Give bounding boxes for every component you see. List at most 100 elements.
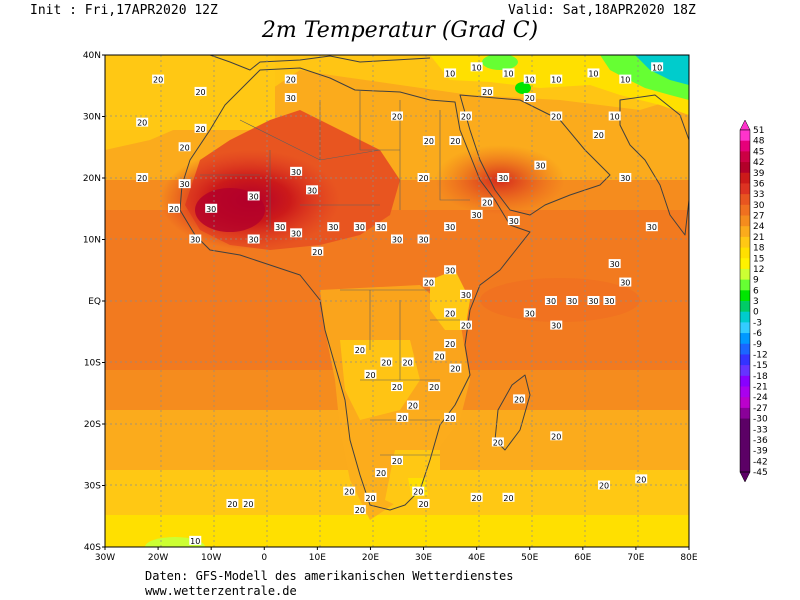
contour-label-box (247, 191, 260, 201)
legend-swatch (740, 204, 750, 216)
lon-tick-label: 20W (148, 553, 168, 563)
contour-label: 30 (620, 279, 630, 288)
contour-label: 20 (418, 174, 428, 183)
legend-value: -33 (753, 425, 768, 435)
contour-label: 20 (418, 500, 428, 509)
legend-value: -15 (753, 361, 768, 371)
legend-swatch (740, 183, 750, 195)
contour-label: 20 (195, 88, 205, 97)
contour-label: 20 (445, 309, 455, 318)
legend-swatch (740, 226, 750, 238)
legend-value: -9 (753, 340, 762, 350)
contour-label-box (274, 222, 287, 232)
contour-label-box (444, 68, 457, 78)
contour-label-box (449, 363, 462, 373)
contour-label: 10 (472, 63, 482, 72)
contour-label: 20 (636, 475, 646, 484)
contour-label-box (290, 166, 303, 176)
lat-tick-label: 10N (83, 236, 101, 246)
contour-label-box (242, 498, 255, 508)
contour-label-box (417, 234, 430, 244)
legend-value: -36 (753, 436, 768, 446)
contour-label-box (194, 86, 207, 96)
contour-label: 20 (392, 383, 402, 392)
legend-value: -21 (753, 383, 768, 393)
arabia-coastline (459, 94, 611, 216)
contour-label-box (523, 74, 536, 84)
contour-label-box (391, 111, 403, 121)
legend-value: -24 (753, 393, 768, 403)
legend-swatch (740, 140, 750, 152)
contour-label-box (444, 339, 457, 349)
contour-label-box (502, 68, 515, 78)
contour-label: 20 (429, 383, 439, 392)
lon-tick-label: 30E (415, 553, 432, 563)
contour-label: 30 (610, 260, 620, 269)
contour-label-box (635, 474, 648, 484)
contour-label-box (391, 382, 403, 392)
lon-tick-label: 10E (309, 553, 326, 563)
contour-label: 20 (472, 494, 482, 503)
legend-swatch (740, 365, 750, 377)
contour-label: 20 (424, 137, 434, 146)
legend-swatch (740, 258, 750, 270)
contour-label: 20 (355, 506, 365, 515)
legend-value: 51 (753, 126, 764, 136)
contour-label-box (364, 492, 377, 502)
legend-swatch (740, 429, 750, 472)
contour-label-box (502, 492, 515, 502)
legend-value: -3 (753, 318, 762, 328)
contour-label: 20 (594, 131, 604, 140)
contour-label-box (645, 222, 658, 232)
legend-swatch (740, 354, 750, 366)
contour-label: 20 (137, 174, 147, 183)
contour-label-box (651, 62, 664, 72)
legend-swatch (740, 290, 750, 302)
legend-value: 12 (753, 265, 764, 275)
contour-label-box (178, 179, 191, 189)
legend-value: 45 (753, 147, 764, 157)
contour-label: 20 (365, 494, 375, 503)
contour-label-box (412, 486, 425, 496)
contour-label: 10 (445, 69, 455, 78)
southern-ocean-18 (105, 515, 689, 547)
legend-value: 0 (753, 308, 759, 318)
website: www.wetterzentrale.de (145, 584, 297, 598)
contour-label-box (470, 62, 483, 72)
contour-label: 30 (392, 236, 402, 245)
contour-label-box (178, 142, 191, 152)
caucasus-9 (482, 55, 518, 70)
contour-label: 30 (647, 223, 657, 232)
contour-label: 30 (291, 168, 301, 177)
contour-label-box (523, 308, 536, 318)
contour-label: 20 (482, 199, 492, 208)
contour-label-box (194, 123, 207, 133)
contour-label: 30 (445, 223, 455, 232)
map-title: 2m Temperatur (Grad C) (261, 18, 539, 43)
contour-label: 20 (355, 346, 365, 355)
legend-value: 6 (753, 286, 759, 296)
lat-tick-label: 20S (84, 420, 101, 430)
contour-label: 20 (461, 322, 471, 331)
legend-value: 9 (753, 276, 759, 286)
contour-label-box (470, 209, 483, 219)
contour-label-box (136, 173, 149, 182)
indian-ocean-30 (480, 278, 640, 322)
contour-label-box (534, 160, 547, 170)
contour-label: 20 (344, 488, 354, 497)
lat-tick-label: 40S (84, 543, 101, 553)
contour-label-box (205, 203, 218, 213)
contour-label: 20 (376, 469, 386, 478)
contour-label-box (603, 296, 616, 305)
contour-label-box (444, 412, 457, 422)
legend-value: 3 (753, 297, 759, 307)
contour-label: 20 (286, 76, 296, 85)
color-legend: 51484542393633302724211815129630-3-6-9-1… (739, 119, 768, 483)
contour-label-box (401, 357, 414, 367)
contour-label: 20 (445, 414, 455, 423)
contour-label: 30 (355, 223, 365, 232)
legend-swatch (740, 343, 750, 355)
legend-swatch (740, 407, 750, 420)
contour-label: 20 (514, 395, 524, 404)
contour-label-box (460, 289, 473, 299)
